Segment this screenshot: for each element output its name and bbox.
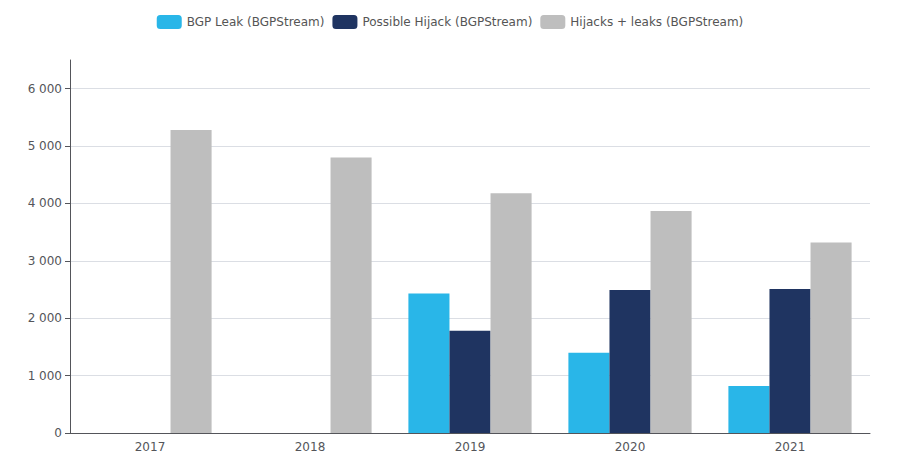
svg-text:Possible Hijack (BGPStream): Possible Hijack (BGPStream) [362, 15, 532, 29]
svg-text:2021: 2021 [775, 440, 806, 454]
svg-text:2017: 2017 [135, 440, 166, 454]
svg-text:2020: 2020 [615, 440, 646, 454]
svg-text:4 000: 4 000 [28, 196, 62, 210]
svg-text:Hijacks + leaks (BGPStream): Hijacks + leaks (BGPStream) [570, 15, 743, 29]
svg-text:5 000: 5 000 [28, 139, 62, 153]
svg-text:2018: 2018 [295, 440, 326, 454]
svg-text:6 000: 6 000 [28, 82, 62, 96]
svg-text:0: 0 [54, 426, 62, 440]
svg-text:3 000: 3 000 [28, 254, 62, 268]
svg-text:BGP Leak (BGPStream): BGP Leak (BGPStream) [187, 15, 325, 29]
svg-text:2 000: 2 000 [28, 311, 62, 325]
svg-text:1 000: 1 000 [28, 369, 62, 383]
svg-text:2019: 2019 [455, 440, 486, 454]
